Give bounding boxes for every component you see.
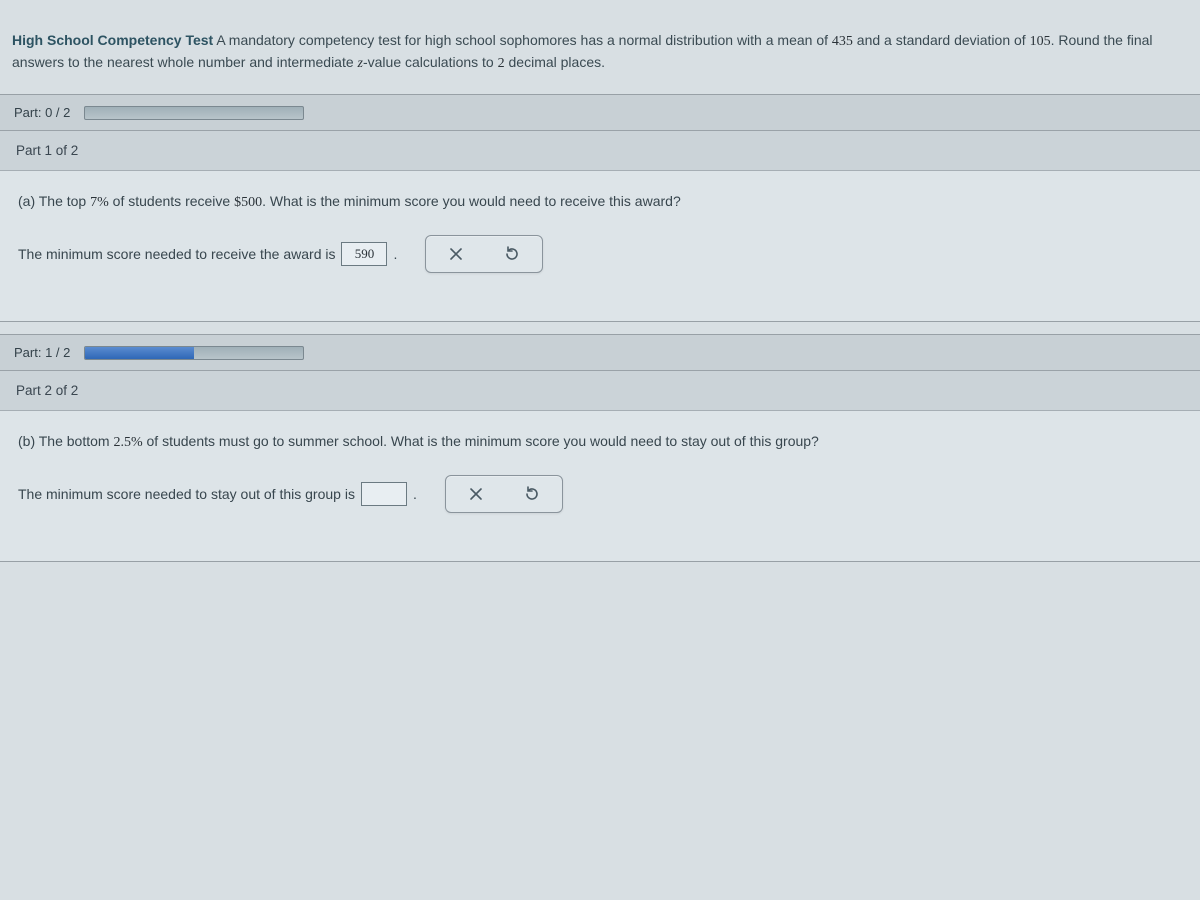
part2-q-suffix: of students must go to summer school. Wh…: [143, 433, 819, 449]
part1-header: Part 1 of 2: [0, 131, 1200, 171]
intro-text-4: -value calculations to: [363, 54, 498, 70]
part2-progress-bar: Part: 1 / 2: [0, 335, 1200, 371]
part1-q-prefix: (a) The top: [18, 193, 90, 209]
part1-question: (a) The top 7% of students receive $500.…: [18, 193, 1182, 211]
reset-icon[interactable]: [504, 246, 520, 262]
part2-progress-fill: [85, 347, 194, 359]
part1-block: Part: 0 / 2 Part 1 of 2 (a) The top 7% o…: [0, 94, 1200, 322]
reset-icon[interactable]: [524, 486, 540, 502]
part1-q-amount: $500: [234, 195, 262, 210]
part1-answer-input[interactable]: [341, 242, 387, 266]
part1-q-pct: 7%: [90, 195, 109, 210]
part2-progress-label: Part: 1 / 2: [14, 345, 70, 360]
part2-block: Part: 1 / 2 Part 2 of 2 (b) The bottom 2…: [0, 334, 1200, 562]
part1-ans-suffix: .: [393, 246, 397, 262]
part2-answer-line: The minimum score needed to stay out of …: [18, 475, 1182, 513]
problem-title: High School Competency Test: [12, 32, 213, 48]
intro-text-2: and a standard deviation of: [853, 32, 1030, 48]
part1-body: (a) The top 7% of students receive $500.…: [0, 171, 1200, 321]
intro-text-1: A mandatory competency test for high sch…: [213, 32, 832, 48]
part1-progress-bar: Part: 0 / 2: [0, 95, 1200, 131]
part2-ans-suffix: .: [413, 486, 417, 502]
part2-action-pill: [445, 475, 563, 513]
part1-ans-prefix: The minimum score needed to receive the …: [18, 246, 335, 262]
part1-q-suffix: . What is the minimum score you would ne…: [262, 193, 681, 209]
part1-answer-line: The minimum score needed to receive the …: [18, 235, 1182, 273]
part2-question: (b) The bottom 2.5% of students must go …: [18, 433, 1182, 451]
mean-value: 435: [832, 34, 853, 49]
part2-progress-track: [84, 346, 304, 360]
part1-progress-label: Part: 0 / 2: [14, 105, 70, 120]
part1-q-mid: of students receive: [109, 193, 234, 209]
part2-answer-input[interactable]: [361, 482, 407, 506]
part2-body: (b) The bottom 2.5% of students must go …: [0, 411, 1200, 561]
part2-header: Part 2 of 2: [0, 371, 1200, 411]
intro-text-5: decimal places.: [505, 54, 605, 70]
part2-q-pct: 2.5%: [113, 435, 142, 450]
part2-ans-prefix: The minimum score needed to stay out of …: [18, 486, 355, 502]
clear-icon[interactable]: [468, 486, 484, 502]
part1-progress-track: [84, 106, 304, 120]
clear-icon[interactable]: [448, 246, 464, 262]
problem-intro: High School Competency Test A mandatory …: [0, 0, 1200, 94]
stddev-value: 105: [1030, 34, 1051, 49]
part1-action-pill: [425, 235, 543, 273]
decimal-places: 2: [498, 56, 505, 71]
part2-q-prefix: (b) The bottom: [18, 433, 113, 449]
